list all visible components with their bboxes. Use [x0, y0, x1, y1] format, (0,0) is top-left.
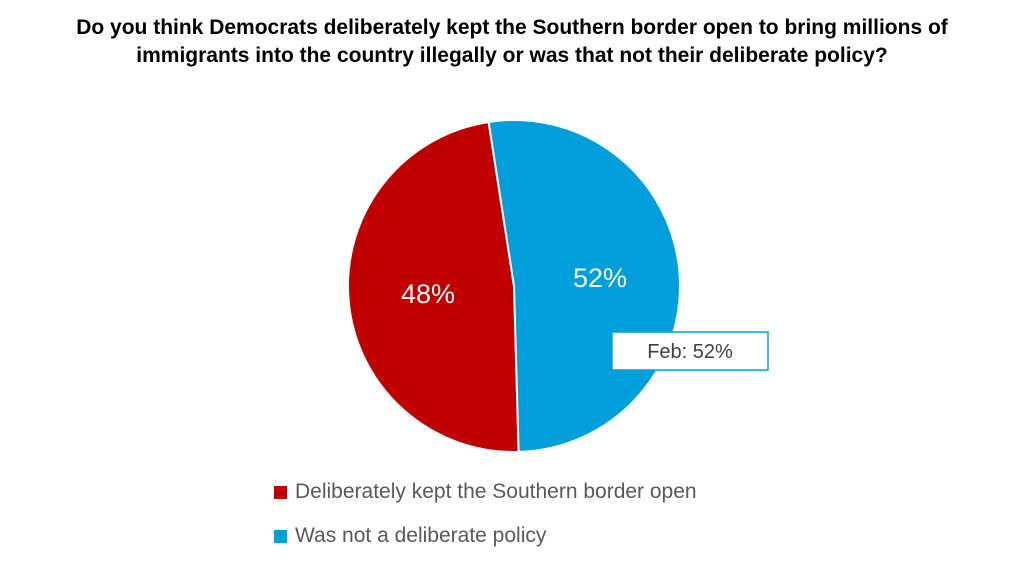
chart-title: Do you think Democrats deliberately kept…: [0, 14, 1024, 70]
legend-swatch-blue: [274, 529, 287, 543]
pie-slices: [347, 119, 681, 453]
slice-label-not-deliberate: 52%: [573, 263, 627, 293]
pie-slice-deliberate: [347, 120, 520, 453]
chart-title-line-2: immigrants into the country illegally or…: [136, 44, 888, 67]
legend-label-not-deliberate: Was not a deliberate policy: [295, 524, 547, 547]
legend-swatch-red: [274, 485, 287, 499]
chart-title-line-1: Do you think Democrats deliberately kept…: [76, 16, 948, 39]
legend-item-not-deliberate: Was not a deliberate policy: [274, 522, 697, 550]
callout-box: [611, 331, 769, 371]
feb-callout: Feb: 52%: [611, 331, 769, 371]
slice-label-deliberate: 48%: [401, 279, 455, 309]
legend: Deliberately kept the Southern border op…: [274, 478, 697, 566]
legend-label-deliberate: Deliberately kept the Southern border op…: [295, 480, 697, 503]
callout-text: Feb: 52%: [647, 341, 733, 363]
legend-item-deliberate: Deliberately kept the Southern border op…: [274, 478, 697, 506]
